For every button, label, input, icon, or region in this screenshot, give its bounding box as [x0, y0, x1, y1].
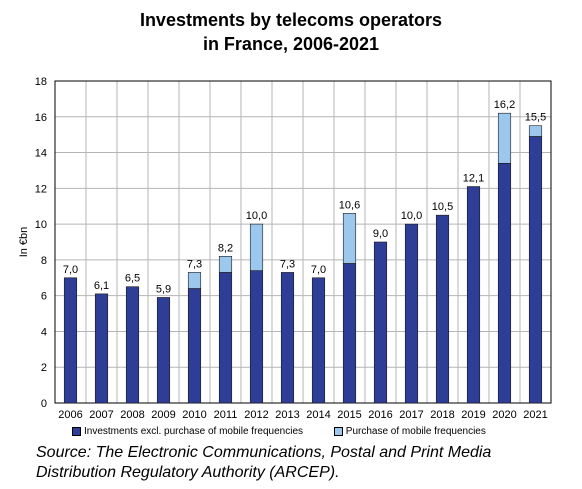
bar-total-label: 7,0: [311, 264, 326, 276]
bar-total-label: 10,0: [401, 210, 422, 222]
x-tick-label: 2012: [244, 409, 268, 421]
y-tick-label: 4: [41, 326, 47, 338]
bar-total-label: 10,0: [246, 210, 267, 222]
y-tick-label: 12: [35, 183, 47, 195]
y-axis-label: In €bn: [18, 227, 30, 258]
bar-investments: [156, 297, 171, 404]
x-tick-label: 2006: [58, 409, 82, 421]
bar-frequencies: [187, 272, 202, 289]
stacked-bar-chart: 0 2 4 6 8 10 12 14 16 18 In €bn 7,0 2006 6,1 2007 6,5 20…: [18, 76, 552, 421]
bar-total-label: 7,0: [63, 264, 78, 276]
bar-investments: [528, 136, 543, 404]
legend-label-investments: Investments excl. purchase of mobile fre…: [84, 426, 303, 437]
y-tick-label: 16: [35, 112, 47, 124]
x-tick-label: 2014: [306, 409, 330, 421]
source-note: Source: The Electronic Communications, P…: [36, 443, 491, 483]
bar-total-label: 5,9: [156, 283, 171, 295]
bar-total-label: 15,5: [525, 112, 546, 124]
chart-title-line-1: Investments by telecoms operators: [139, 10, 443, 30]
source-line-2: Distribution Regulatory Authority (ARCEP…: [36, 464, 340, 481]
bar-total-label: 12,1: [463, 173, 484, 185]
x-tick-label: 2019: [461, 409, 485, 421]
legend-label-frequencies: Purchase of mobile frequencies: [345, 426, 486, 437]
x-tick-label: 2017: [399, 409, 423, 421]
bar-total-label: 8,2: [218, 242, 233, 254]
chart-title-line-2: in France, 2006-2021: [202, 34, 380, 54]
x-tick-label: 2009: [151, 409, 175, 421]
bar-frequencies: [342, 213, 357, 264]
bar-frequencies: [528, 125, 543, 137]
bar-investments: [249, 270, 264, 404]
x-tick-label: 2020: [492, 409, 516, 421]
bar-investments: [218, 272, 233, 404]
bar-total-label: 10,5: [432, 201, 453, 213]
bar-total-label: 9,0: [373, 228, 388, 240]
bar-investments: [94, 293, 109, 404]
y-tick-label: 0: [41, 398, 47, 410]
source-line-1: Source: The Electronic Communications, P…: [36, 444, 492, 461]
y-tick-label: 14: [35, 148, 47, 160]
bar-investments: [435, 214, 450, 404]
bar-investments: [497, 162, 512, 404]
bar-investments: [404, 223, 419, 404]
x-tick-label: 2021: [523, 409, 547, 421]
legend-item-frequencies: Purchase of mobile frequencies: [333, 426, 486, 437]
chart-title: Investments by telecoms operators in Fra…: [0, 8, 582, 56]
y-tick-label: 8: [41, 255, 47, 267]
x-tick-label: 2008: [120, 409, 144, 421]
bar-investments: [125, 286, 140, 404]
bar-frequencies: [218, 256, 233, 273]
legend-swatch-investments: [72, 427, 81, 436]
plot-border: [54, 80, 552, 404]
bar-total-label: 10,6: [339, 199, 360, 211]
bar-investments: [466, 186, 481, 404]
y-tick-label: 2: [41, 362, 47, 374]
legend-item-investments: Investments excl. purchase of mobile fre…: [72, 426, 303, 437]
x-tick-label: 2010: [182, 409, 206, 421]
y-tick-label: 10: [35, 219, 47, 231]
bar-investments: [373, 241, 388, 404]
bar-investments: [311, 277, 326, 404]
bar-total-label: 7,3: [280, 258, 295, 270]
bar-investments: [187, 288, 202, 404]
bar-investments: [280, 272, 295, 404]
chart-legend: Investments excl. purchase of mobile fre…: [72, 426, 514, 439]
bar-total-label: 6,1: [94, 280, 109, 292]
legend-swatch-frequencies: [333, 427, 343, 436]
y-tick-label: 18: [35, 76, 47, 88]
bar-frequencies: [497, 112, 512, 164]
x-tick-label: 2015: [337, 409, 361, 421]
bar-total-label: 6,5: [125, 273, 140, 285]
x-tick-label: 2018: [430, 409, 454, 421]
bar-investments: [342, 263, 357, 404]
x-tick-label: 2011: [214, 409, 238, 421]
bar-total-label: 16,2: [494, 99, 515, 111]
x-tick-label: 2007: [89, 409, 113, 421]
x-tick-label: 2016: [368, 409, 392, 421]
x-tick-label: 2013: [275, 409, 299, 421]
bar-frequencies: [249, 223, 264, 271]
bar-investments: [63, 277, 78, 404]
y-tick-label: 6: [41, 291, 47, 303]
bar-total-label: 7,3: [187, 258, 202, 270]
